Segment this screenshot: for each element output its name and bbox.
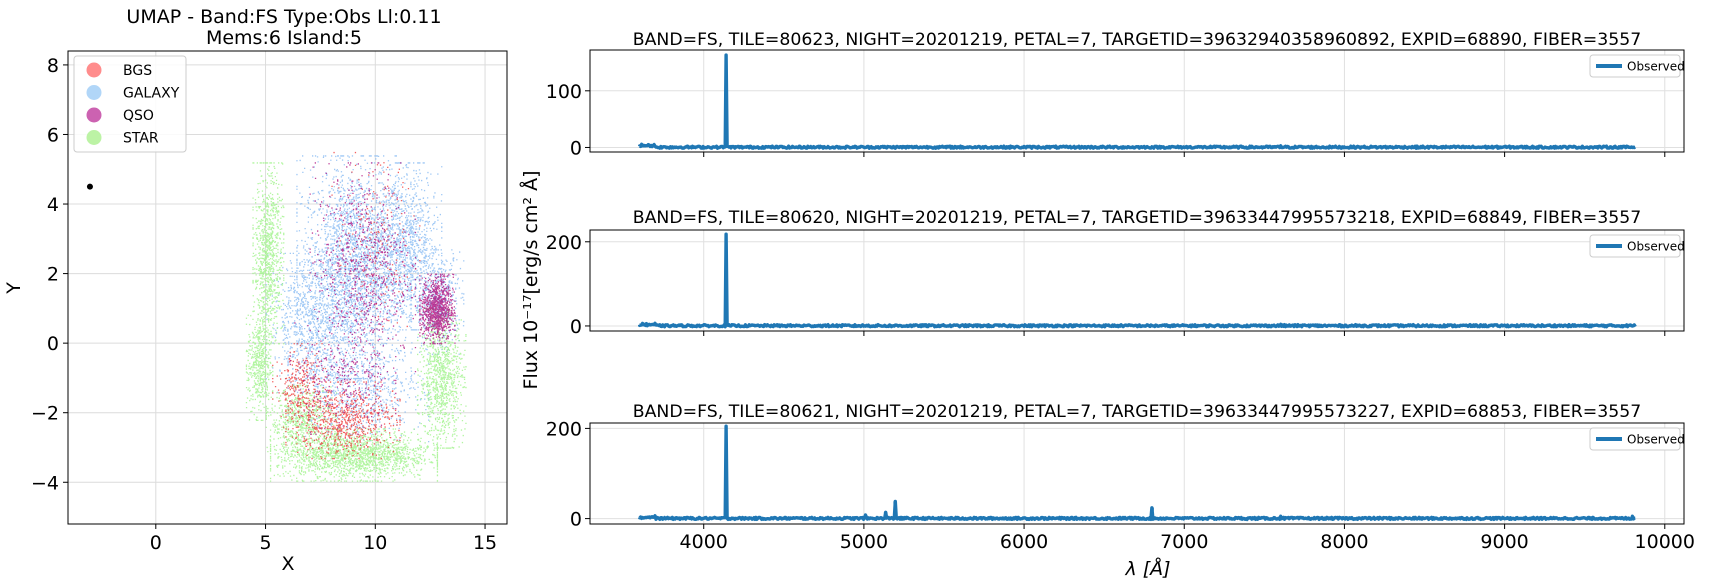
spectrum-line-observed [638, 232, 1637, 329]
spectrum-x-tick-label: 10000 [1635, 531, 1695, 553]
spectrum-legend-label: Observed [1627, 240, 1685, 254]
legend-swatch-qso [86, 107, 102, 123]
spectrum-title: BAND=FS, TILE=80620, NIGHT=20201219, PET… [633, 208, 1641, 228]
umap-points [86, 151, 467, 482]
spectrum-x-tick-label: 7000 [1160, 531, 1208, 553]
umap-y-tick-label: 6 [47, 124, 59, 146]
spectrum-line-observed [638, 424, 1636, 522]
legend-label-star: STAR [123, 131, 159, 147]
spectrum-x-tick-label: 8000 [1320, 531, 1368, 553]
spectrum-axes-frame [589, 422, 1685, 525]
spectrum-x-tick-label: 9000 [1480, 531, 1528, 553]
umap-x-tick-label: 5 [260, 532, 272, 554]
spectrum-axes-frame [589, 49, 1685, 153]
spectrum-y-tick-label: 0 [570, 509, 582, 531]
umap-legend: BGS GALAXY QSO STAR [73, 55, 187, 153]
umap-scatter-panel: UMAP - Band:FS Type:Obs Ll:0.11 Mems:6 I… [3, 6, 508, 575]
umap-x-tick-label: 15 [473, 532, 497, 554]
umap-y-tick-label: −2 [31, 403, 59, 425]
spectra-y-label: Flux 10⁻¹⁷[erg/s cm² Å] [519, 171, 542, 390]
spectrum-legend-box [1589, 234, 1681, 258]
spectrum-y-tick-label: 100 [546, 81, 582, 103]
spectrum-line-observed [638, 53, 1636, 150]
umap-x-label: X [281, 553, 294, 575]
spectrum-y-tick-label: 0 [570, 316, 582, 338]
legend-swatch-star [86, 130, 102, 145]
umap-x-tick-label: 0 [150, 532, 162, 554]
umap-points-star [245, 162, 467, 482]
umap-y-tick-label: −4 [31, 472, 59, 494]
spectrum-axes-frame [589, 229, 1685, 332]
umap-points-galaxy [265, 155, 465, 446]
umap-axes-frame [67, 50, 508, 525]
spectra-x-label: λ [Å] [1124, 557, 1170, 580]
umap-legend-box [73, 55, 187, 153]
spectrum-legend-box [1589, 427, 1681, 451]
umap-y-tick-label: 2 [47, 264, 59, 286]
spectrum-y-tick-label: 200 [546, 418, 582, 440]
spectrum-title: BAND=FS, TILE=80621, NIGHT=20201219, PET… [633, 402, 1641, 422]
spectrum-legend-label: Observed [1627, 60, 1685, 74]
spectrum-x-tick-label: 4000 [680, 531, 728, 553]
spectrum-panel-1: BAND=FS, TILE=80623, NIGHT=20201219, PET… [546, 30, 1685, 159]
legend-label-qso: QSO [123, 108, 154, 124]
umap-ticks: 0 5 10 15 −4 −2 0 2 4 6 8 [31, 55, 497, 554]
legend-swatch-galaxy [86, 85, 102, 100]
umap-y-tick-label: 0 [47, 333, 59, 355]
legend-label-galaxy: GALAXY [123, 86, 180, 102]
spectrum-y-tick-label: 0 [570, 137, 582, 159]
spectrum-x-tick-label: 6000 [1000, 531, 1048, 553]
umap-x-tick-label: 10 [363, 532, 387, 554]
spectrum-y-tick-label: 200 [546, 232, 582, 254]
legend-label-bgs: BGS [123, 63, 152, 79]
spectrum-legend-box [1589, 54, 1681, 78]
spectrum-x-tick-label: 5000 [840, 531, 888, 553]
spectrum-legend-label: Observed [1627, 433, 1685, 447]
umap-title: UMAP - Band:FS Type:Obs Ll:0.11 [126, 6, 441, 28]
umap-points-qso [289, 162, 456, 435]
umap-marker-point [86, 183, 93, 190]
spectrum-title: BAND=FS, TILE=80623, NIGHT=20201219, PET… [633, 30, 1641, 50]
umap-y-label: Y [3, 282, 25, 295]
umap-subtitle: Mems:6 Island:5 [206, 27, 362, 49]
spectrum-panel-2: BAND=FS, TILE=80620, NIGHT=20201219, PET… [546, 208, 1685, 338]
legend-swatch-bgs [86, 62, 102, 78]
umap-y-tick-label: 4 [47, 194, 59, 216]
spectrum-panel-3: BAND=FS, TILE=80621, NIGHT=20201219, PET… [546, 402, 1695, 553]
umap-y-tick-label: 8 [47, 55, 59, 77]
